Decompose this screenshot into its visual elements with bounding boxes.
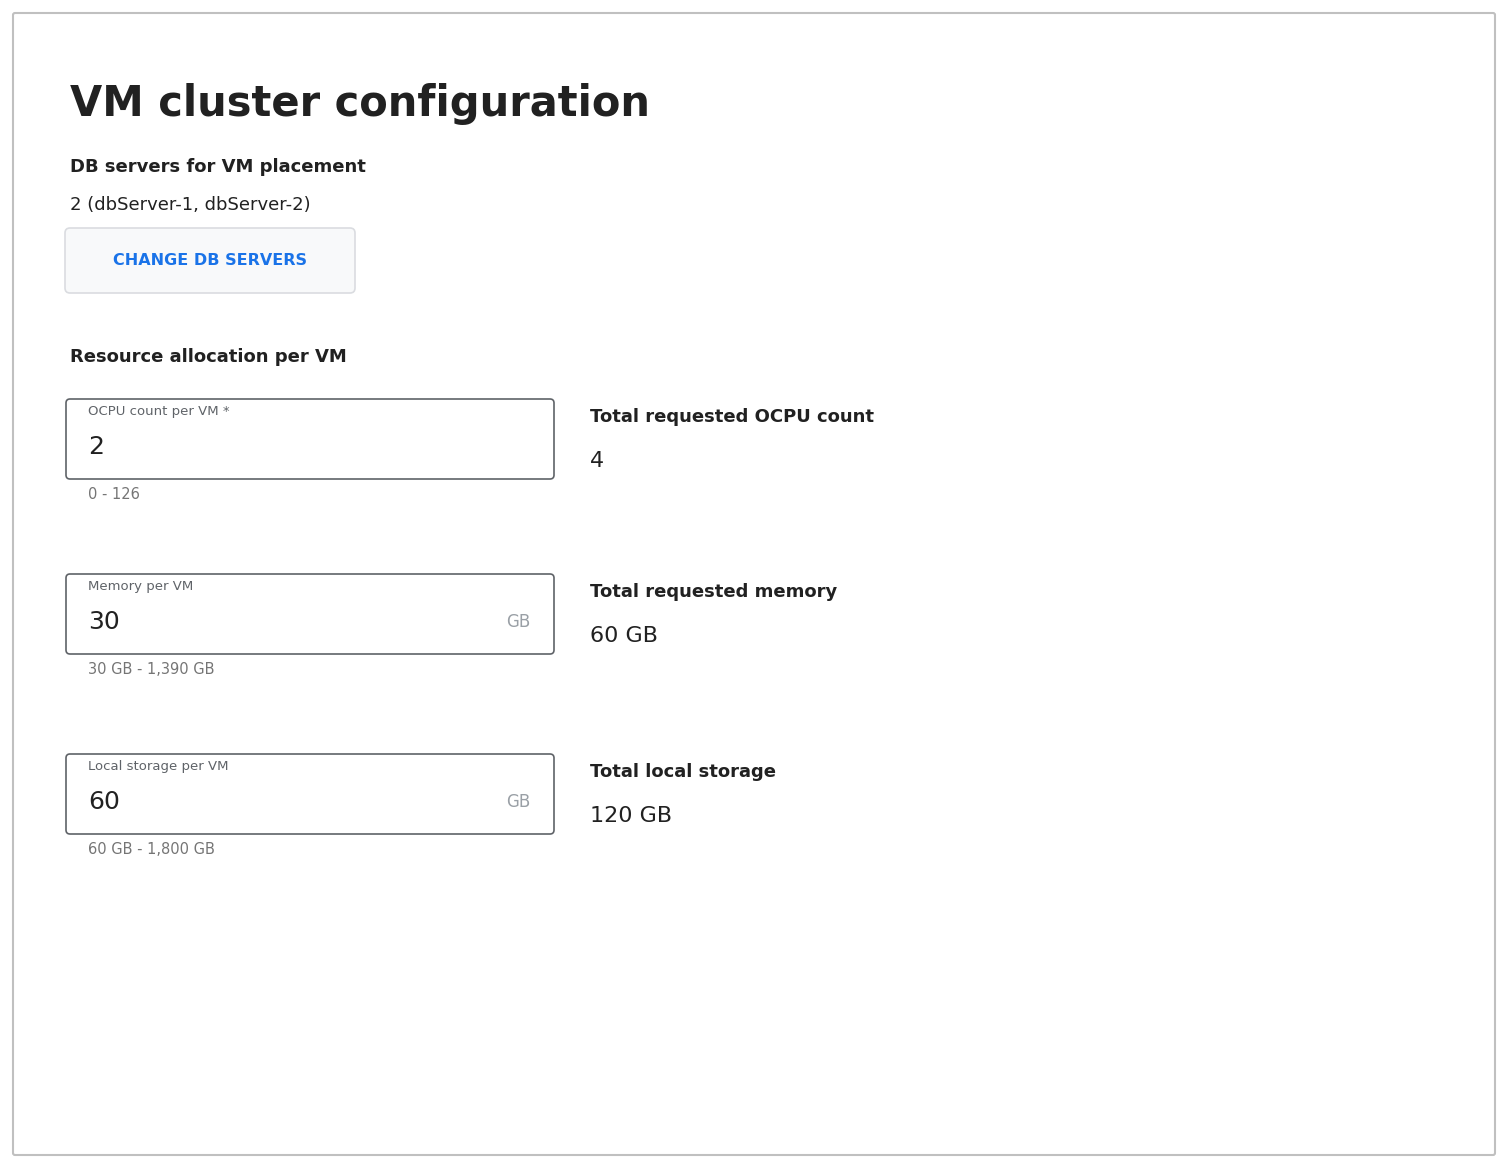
Text: 30: 30 — [87, 610, 119, 634]
FancyBboxPatch shape — [66, 573, 553, 654]
Text: 30 GB - 1,390 GB: 30 GB - 1,390 GB — [87, 662, 214, 677]
Text: CHANGE DB SERVERS: CHANGE DB SERVERS — [113, 253, 308, 267]
Text: 60 GB - 1,800 GB: 60 GB - 1,800 GB — [87, 842, 214, 857]
Text: Memory per VM: Memory per VM — [87, 580, 193, 593]
Text: 60: 60 — [87, 790, 119, 814]
FancyBboxPatch shape — [14, 13, 1494, 1155]
FancyBboxPatch shape — [65, 228, 354, 293]
Text: VM cluster configuration: VM cluster configuration — [69, 83, 650, 125]
Text: 120 GB: 120 GB — [590, 806, 673, 826]
Text: 60 GB: 60 GB — [590, 626, 657, 646]
Text: OCPU count per VM *: OCPU count per VM * — [87, 405, 229, 418]
Text: Total local storage: Total local storage — [590, 763, 777, 781]
Text: 2: 2 — [87, 434, 104, 459]
Text: Total requested memory: Total requested memory — [590, 583, 837, 602]
Text: Resource allocation per VM: Resource allocation per VM — [69, 348, 347, 366]
Text: 0 - 126: 0 - 126 — [87, 487, 140, 502]
Text: Local storage per VM: Local storage per VM — [87, 760, 229, 773]
Text: 4: 4 — [590, 451, 605, 471]
FancyBboxPatch shape — [66, 755, 553, 834]
Text: Total requested OCPU count: Total requested OCPU count — [590, 408, 875, 426]
Text: 2 (dbServer-1, dbServer-2): 2 (dbServer-1, dbServer-2) — [69, 196, 311, 214]
Text: DB servers for VM placement: DB servers for VM placement — [69, 158, 366, 176]
Text: GB: GB — [505, 793, 529, 811]
FancyBboxPatch shape — [66, 399, 553, 479]
Text: GB: GB — [505, 613, 529, 631]
